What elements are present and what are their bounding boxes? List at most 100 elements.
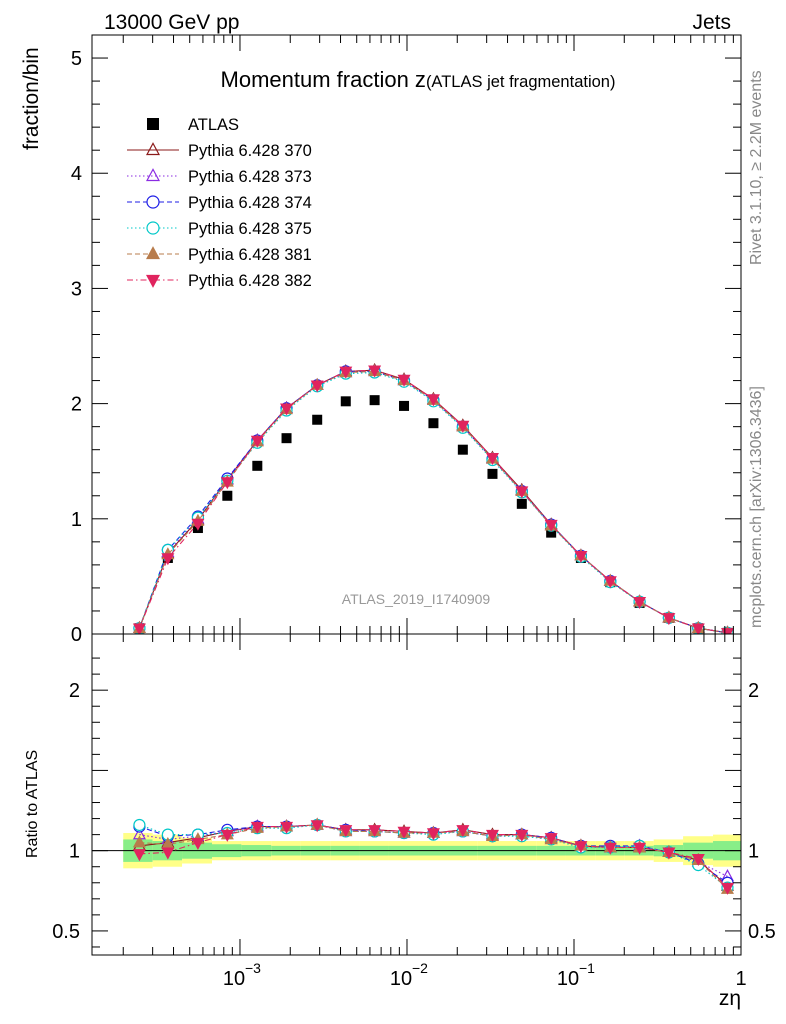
data-point xyxy=(339,825,353,838)
legend: ATLAS Pythia 6.428 370 Pythia 6.428 373 Pyt… xyxy=(127,116,312,290)
ratio-y-tick-label: 0.5 xyxy=(52,921,80,943)
data-point xyxy=(369,395,380,406)
analysis-label: ATLAS_2019_I1740909 xyxy=(342,591,491,607)
main-title-suffix: (ATLAS jet fragmentation) xyxy=(426,73,616,91)
data-point xyxy=(310,820,324,833)
x-tick-label: 10 xyxy=(390,968,412,990)
data-point xyxy=(220,829,234,842)
data-point xyxy=(515,486,529,499)
main-panel: 0 1 2 3 4 5 fraction/bin Momentum fraction z(… xyxy=(20,34,742,646)
legend-label: Pythia 6.428 375 xyxy=(188,220,312,238)
legend-marker xyxy=(145,274,161,288)
y-tick-label: 5 xyxy=(71,48,82,70)
x-tick-label: 1 xyxy=(735,968,746,990)
source-label: mcplots.cern.ch [arXiv:1306.3436] xyxy=(748,386,765,628)
data-point xyxy=(574,550,588,563)
ratio-frame xyxy=(91,633,742,956)
data-point xyxy=(574,841,588,854)
data-point xyxy=(161,847,175,860)
legend-entry: Pythia 6.428 381 xyxy=(127,246,312,264)
data-point xyxy=(281,433,292,444)
data-point xyxy=(368,825,382,838)
y-tick-label: 1 xyxy=(71,509,82,531)
rivet-label: Rivet 3.1.10, ≥ 2.2M events xyxy=(748,70,765,265)
data-point xyxy=(456,420,470,433)
legend-marker xyxy=(146,221,160,235)
legend-entry: Pythia 6.428 370 xyxy=(127,142,312,160)
data-point xyxy=(544,833,558,846)
legend-entry: Pythia 6.428 373 xyxy=(127,168,312,186)
legend-label: ATLAS xyxy=(188,116,239,134)
legend-label: Pythia 6.428 381 xyxy=(188,246,312,264)
data-point xyxy=(516,498,527,509)
data-point xyxy=(691,623,705,634)
ratio-y-tick-label-right: 2 xyxy=(748,680,759,702)
legend-label: Pythia 6.428 374 xyxy=(188,194,312,212)
data-point xyxy=(397,826,411,839)
x-tick-label: 10 xyxy=(223,968,245,990)
data-point xyxy=(252,460,263,471)
main-title: Momentum fraction z(ATLAS jet fragmentat… xyxy=(221,67,616,92)
legend-entry: Pythia 6.428 375 xyxy=(127,220,312,238)
legend-marker xyxy=(145,142,161,156)
data-point xyxy=(691,853,705,867)
data-point xyxy=(161,553,175,566)
data-point xyxy=(485,829,499,842)
data-point xyxy=(191,518,205,531)
data-point xyxy=(720,882,734,895)
y-tick-label: 4 xyxy=(71,163,82,185)
data-point xyxy=(544,519,558,532)
data-point xyxy=(250,821,264,834)
data-point xyxy=(662,847,676,860)
data-point xyxy=(222,490,233,501)
legend-marker xyxy=(147,118,159,130)
data-point xyxy=(191,837,205,850)
data-point xyxy=(662,613,676,626)
data-point xyxy=(457,444,468,455)
data-point xyxy=(280,821,294,834)
data-point xyxy=(428,418,439,429)
y-tick-label: 0 xyxy=(71,624,82,646)
data-point xyxy=(426,394,440,407)
ratio-y-tick-label-right: 0.5 xyxy=(748,921,776,943)
data-point xyxy=(603,842,617,855)
data-point xyxy=(250,435,264,448)
legend-marker xyxy=(145,246,161,260)
data-point xyxy=(339,366,353,379)
data-point xyxy=(310,380,324,393)
legend-entry: Pythia 6.428 374 xyxy=(127,194,312,212)
series-6 xyxy=(132,365,734,634)
series-5 xyxy=(132,820,734,895)
data-point xyxy=(132,849,146,862)
main-title-main: Momentum fraction z xyxy=(221,67,426,92)
data-point xyxy=(603,576,617,589)
ratio-panel: 0.5 0.51 12 210 −3 10 −2 10 −1 1 Ratio to ATLAS z… xyxy=(24,633,776,1010)
data-point xyxy=(426,828,440,841)
data-point xyxy=(397,374,411,387)
data-point xyxy=(633,597,647,610)
data-point xyxy=(485,453,499,466)
data-point xyxy=(220,477,234,490)
beam-label: 13000 GeV pp xyxy=(104,11,239,34)
data-point xyxy=(312,414,323,425)
data-point xyxy=(487,468,498,479)
ratio-y-tick-label-right: 1 xyxy=(748,841,759,863)
process-label: Jets xyxy=(692,11,731,34)
ratio-y-tick-label: 1 xyxy=(69,841,80,863)
data-point xyxy=(368,365,382,378)
x-tick-label: 10 xyxy=(557,968,579,990)
legend-label: Pythia 6.428 370 xyxy=(188,142,312,160)
data-point xyxy=(280,403,294,416)
data-point xyxy=(132,623,146,634)
data-point xyxy=(133,818,146,832)
main-ylabel: fraction/bin xyxy=(20,47,43,150)
x-axis-label: zη xyxy=(719,987,741,1010)
data-point xyxy=(546,527,557,538)
ratio-y-tick-label: 2 xyxy=(69,680,80,702)
y-tick-label: 3 xyxy=(71,278,82,300)
data-point xyxy=(633,842,647,855)
data-point xyxy=(399,400,410,411)
x-tick-label-exponent: −2 xyxy=(412,960,428,976)
data-point xyxy=(456,825,470,838)
